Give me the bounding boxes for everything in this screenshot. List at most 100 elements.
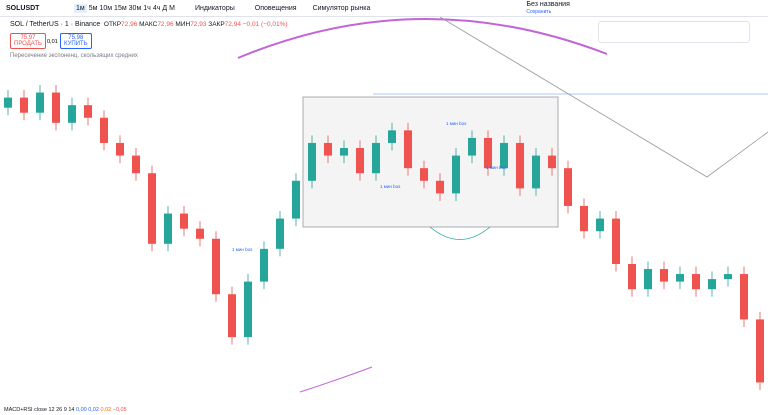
spread: 0,01 [47, 39, 58, 45]
annotation: 1 мин bos [446, 121, 467, 126]
interval-button[interactable]: 5м [88, 4, 98, 12]
sell-button[interactable]: 75,97 ПРОДАТЬ [10, 33, 46, 49]
symbol[interactable]: SOLUSDT [6, 4, 40, 12]
value: 0,02 [88, 407, 99, 413]
candle-body [292, 180, 300, 219]
label: ЗАКР [208, 21, 225, 28]
layout-name: Без названия [526, 0, 570, 8]
interval-button[interactable]: 1ч [143, 4, 151, 12]
indicator-legend: Пересечение экспоненц. скользящих средни… [10, 53, 138, 59]
candle-body [308, 142, 316, 181]
candle-body [228, 294, 236, 338]
candle-body [324, 142, 332, 156]
save-link[interactable]: Сохранить [526, 8, 552, 15]
candle-body [372, 142, 380, 174]
candle-body [4, 97, 12, 108]
interval-button[interactable]: 1м [74, 3, 87, 13]
candle-body [500, 142, 508, 169]
candle-body [196, 228, 204, 239]
interval-button[interactable]: 10м [99, 4, 113, 12]
candle-body [84, 105, 92, 118]
annotation: 1 мин bos [232, 247, 253, 252]
candle-body [148, 173, 156, 244]
candle-body [724, 274, 732, 280]
candle-body [420, 168, 428, 181]
candle-body [36, 92, 44, 113]
legend: SOL / TetherUS · 1 · Binance ОТКР72,96 М… [10, 21, 288, 28]
label: ОТКР [103, 21, 122, 28]
candle-body [676, 274, 684, 282]
candle-body [260, 248, 268, 282]
value: 72,94 [224, 21, 241, 28]
candle-body [100, 117, 108, 143]
replay-button[interactable]: Симулятор рынка [312, 4, 371, 12]
candle-body [388, 130, 396, 143]
interval-button[interactable]: 30м [128, 4, 142, 12]
candle-body [708, 279, 716, 290]
candle-body [436, 180, 444, 194]
label: МИН [175, 21, 191, 28]
arc-drawing[interactable] [299, 366, 373, 393]
candle-body [628, 263, 636, 290]
candle-body [276, 218, 284, 249]
drawing-toolbar[interactable] [598, 21, 750, 43]
indicators-button[interactable]: Индикаторы [194, 4, 235, 12]
candle-body [452, 155, 460, 194]
symbol-title: SOL / TetherUS · 1 · Binance [10, 21, 101, 28]
interval-button[interactable]: 15м [114, 4, 127, 12]
candle-body [68, 105, 76, 123]
buy-button[interactable]: 75,98 КУПИТЬ [60, 33, 92, 49]
value: 72,96 [121, 21, 138, 28]
candle-body [244, 281, 252, 338]
value: −0,05 [112, 407, 127, 413]
change: −0,01 (−0,01%) [242, 21, 288, 28]
annotation: 1 мин bos [486, 165, 507, 170]
interval-button[interactable]: М [169, 4, 175, 12]
candle-body [692, 274, 700, 290]
candle-body [644, 269, 652, 290]
candle-body [116, 142, 124, 156]
candle-body [52, 92, 60, 123]
candle-body [132, 155, 140, 174]
candle-body [756, 319, 764, 383]
candle-body [564, 168, 572, 206]
candle-body [612, 218, 620, 264]
candle-body [660, 269, 668, 282]
candle-body [580, 205, 588, 232]
top-toolbar: SOLUSDT 1м 5м 10м 15м 30м 1ч 4ч Д М Индикаторы О… [0, 0, 768, 17]
candle-body [532, 155, 540, 189]
candle-body [20, 97, 28, 113]
value: 72,93 [190, 21, 207, 28]
label: ПРОДАТЬ [14, 41, 42, 47]
candle-body [212, 238, 220, 295]
label: КУПИТЬ [64, 41, 88, 47]
candles [4, 85, 764, 390]
label: МАКС [139, 21, 158, 28]
interval-button[interactable]: Д [162, 4, 168, 12]
candle-body [596, 218, 604, 232]
value: 0,02 [100, 407, 112, 413]
arc-drawing[interactable] [429, 226, 491, 240]
candle-body [740, 274, 748, 320]
alerts-button[interactable]: Оповещения [254, 4, 297, 12]
label: MACD+RSI close 12 26 9 14 [4, 407, 75, 413]
candle-body [404, 130, 412, 169]
rectangle-drawing[interactable] [302, 96, 559, 228]
chart-area [4, 17, 768, 393]
arc-drawing[interactable] [237, 18, 608, 59]
candle-body [356, 148, 364, 174]
annotation: 1 мин bos [380, 184, 401, 189]
indicator-pane: MACD+RSI close 12 26 9 14 0,00 0,02 0,02… [4, 407, 127, 413]
price: 75,97 [20, 35, 36, 41]
candle-body [468, 137, 476, 156]
candle-body [548, 155, 556, 169]
intervals: 1м 5м 10м 15м 30м 1ч 4ч Д М [72, 3, 175, 13]
trend-line[interactable] [439, 17, 768, 178]
candle-body [180, 213, 188, 229]
layout[interactable]: Без названия Сохранить [526, 1, 569, 16]
value: 72,96 [157, 21, 174, 28]
candle-body [340, 148, 348, 156]
candle-body [484, 137, 492, 169]
interval-button[interactable]: 4ч [152, 4, 161, 12]
